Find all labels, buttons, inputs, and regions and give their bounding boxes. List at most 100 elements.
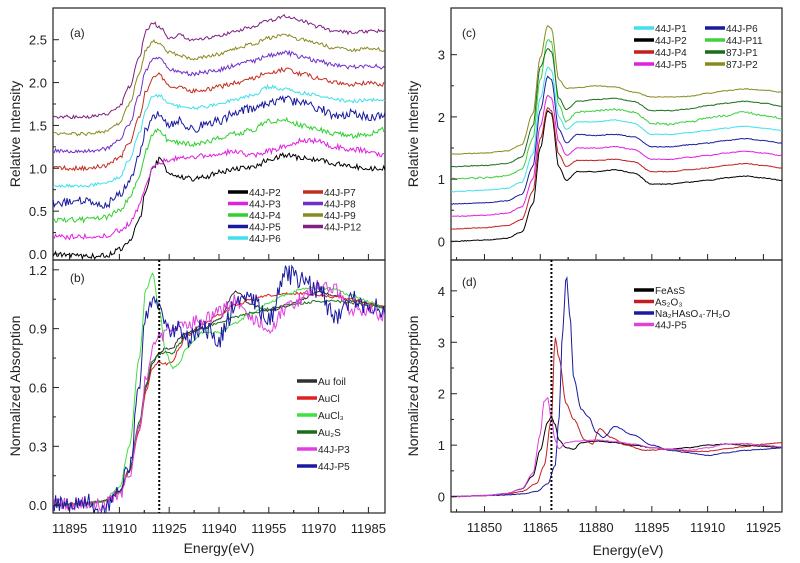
y-tick-label: 0.3 bbox=[29, 439, 47, 454]
legend-item: 44J-P11 bbox=[705, 36, 763, 47]
legend-item: 44J-P8 bbox=[303, 200, 356, 211]
series-layer bbox=[451, 24, 782, 243]
legend-label: 44J-P11 bbox=[726, 36, 763, 47]
legend-item: 44J-P4 bbox=[634, 48, 687, 59]
series-line-44j-p5 bbox=[53, 264, 385, 513]
legend-item: 87J-P2 bbox=[705, 60, 758, 71]
y-axis-label: Relative Intensity bbox=[7, 81, 23, 188]
panel-d: 0 1 2 3 4 11850 11865 11880 11895 11910 11925 (d)… bbox=[405, 259, 783, 558]
legend-item: 44J-P4 bbox=[228, 211, 281, 222]
legend-item: AuCl₃ bbox=[297, 411, 344, 422]
series-layer bbox=[53, 264, 385, 513]
legend-item: 44J-P6 bbox=[228, 234, 281, 245]
y-tick-label: 4 bbox=[438, 284, 445, 299]
series-line-44j-p12 bbox=[53, 13, 385, 120]
x-tick-label: 11895 bbox=[52, 521, 87, 536]
series-line-87j-p2 bbox=[451, 24, 782, 155]
legend-label: 44J-P5 bbox=[249, 223, 281, 234]
legend: 44J-P144J-P244J-P444J-P544J-P644J-P1187J… bbox=[634, 24, 763, 71]
y-tick-label: 1.0 bbox=[29, 161, 47, 176]
x-tick-label: 11910 bbox=[690, 520, 725, 535]
legend-item: 44J-P3 bbox=[228, 200, 281, 211]
legend-label: Au foil bbox=[318, 377, 346, 388]
y-tick-label: 0.5 bbox=[29, 204, 47, 219]
y-axis-label: Normalized Absorption bbox=[7, 316, 23, 457]
x-axis-label: Energy(eV) bbox=[184, 540, 255, 556]
y-tick-label: 3 bbox=[438, 48, 445, 63]
x-tick-label: 11895 bbox=[634, 520, 669, 535]
legend-label: 87J-P1 bbox=[726, 48, 758, 59]
legend-label: 44J-P12 bbox=[324, 223, 362, 234]
legend-item: 44J-P5 bbox=[634, 60, 687, 71]
panel-a: 0.0 0.5 1.0 1.5 2.0 2.5 (a) Relative Intensit… bbox=[7, 7, 386, 262]
legend-label: 44J-P2 bbox=[249, 188, 281, 199]
legend-label: 44J-P6 bbox=[726, 24, 758, 35]
y-axis-label: Normalized Absorption bbox=[405, 316, 421, 457]
series-line-44j-p5 bbox=[451, 94, 782, 218]
legend-item: 44J-P1 bbox=[634, 24, 687, 35]
y-tick-label: 1 bbox=[438, 438, 445, 453]
x-axis-label: Energy(eV) bbox=[593, 542, 664, 558]
x-tick-label: 11955 bbox=[251, 521, 286, 536]
legend-label: Au₂S bbox=[318, 428, 341, 439]
x-tick-label: 11925 bbox=[152, 521, 187, 536]
legend-label: 44J-P8 bbox=[324, 200, 356, 211]
legend-label: 44J-P5 bbox=[655, 60, 687, 71]
legend-item: 44J-P2 bbox=[634, 36, 687, 47]
legend-label: 44J-P5 bbox=[655, 321, 687, 332]
legend-item: 44J-P7 bbox=[303, 188, 356, 199]
series-line-44j-p6 bbox=[451, 75, 782, 205]
y-ticks: 0 1 2 3 4 bbox=[438, 284, 457, 505]
legend-label: 44J-P7 bbox=[324, 188, 356, 199]
legend-label: 44J-P6 bbox=[249, 234, 281, 245]
series-line-44j-p2 bbox=[53, 152, 385, 260]
series-layer bbox=[53, 13, 385, 260]
legend-label: 44J-P1 bbox=[655, 24, 687, 35]
x-ticks: 11850 11865 11880 11895 11910 11925 bbox=[456, 506, 781, 535]
x-ticks bbox=[69, 254, 369, 260]
legend-label: 44J-P2 bbox=[655, 36, 687, 47]
y-ticks: 0.0 0.3 0.6 0.9 1.2 bbox=[29, 263, 59, 513]
x-ticks: 11895 11910 11925 11940 11955 11970 11985 bbox=[52, 507, 386, 536]
series-line-as-o- bbox=[451, 337, 782, 498]
y-tick-label: 0.0 bbox=[29, 247, 47, 262]
series-line-44j-p4 bbox=[451, 106, 782, 230]
y-tick-label: 0.6 bbox=[29, 380, 47, 395]
legend-item: Au₂S bbox=[297, 428, 341, 439]
legend-label: 44J-P4 bbox=[249, 211, 281, 222]
legend-label: 44J-P3 bbox=[249, 200, 281, 211]
legend-label: 44J-P3 bbox=[318, 445, 350, 456]
legend-item: 44J-P9 bbox=[303, 211, 356, 222]
x-tick-label: 11850 bbox=[467, 520, 502, 535]
legend: 44J-P244J-P344J-P444J-P544J-P644J-P744J-… bbox=[228, 188, 362, 245]
y-tick-label: 2.5 bbox=[29, 33, 47, 48]
series-line-44j-p3 bbox=[53, 279, 385, 512]
y-tick-label: 3 bbox=[438, 335, 445, 350]
x-tick-label: 11925 bbox=[746, 520, 781, 535]
y-tick-label: 2 bbox=[438, 387, 445, 402]
panel-c: 0 1 2 3 (c) Relative Intensity 44J-P144J-P2… bbox=[405, 7, 783, 261]
series-line-44j-p6 bbox=[53, 84, 385, 189]
y-tick-label: 1.5 bbox=[29, 118, 47, 133]
x-ticks bbox=[456, 254, 764, 260]
series-line-na-haso-7h-o bbox=[451, 275, 782, 498]
series-line-87j-p1 bbox=[451, 47, 782, 168]
panel-label: (c) bbox=[462, 26, 476, 40]
x-tick-label: 11985 bbox=[351, 521, 386, 536]
panel-label: (b) bbox=[70, 271, 85, 285]
x-tick-label: 11970 bbox=[301, 521, 336, 536]
legend-label: AuCl bbox=[318, 394, 340, 405]
x-tick-label: 11940 bbox=[201, 521, 236, 536]
y-tick-label: 2 bbox=[438, 110, 445, 125]
legend-item: 44J-P6 bbox=[705, 24, 758, 35]
y-tick-label: 2.0 bbox=[29, 76, 47, 91]
plot-frame bbox=[450, 259, 783, 513]
legend-label: 44J-P5 bbox=[318, 462, 350, 473]
series-line-44j-p2 bbox=[451, 109, 782, 243]
y-tick-label: 1 bbox=[438, 172, 445, 187]
panel-label: (a) bbox=[70, 26, 85, 40]
y-ticks: 0.0 0.5 1.0 1.5 2.0 2.5 bbox=[29, 33, 59, 262]
legend-label: Na₂HAsO₄·7H₂O bbox=[655, 309, 730, 320]
series-line-44j-p11 bbox=[451, 39, 782, 181]
